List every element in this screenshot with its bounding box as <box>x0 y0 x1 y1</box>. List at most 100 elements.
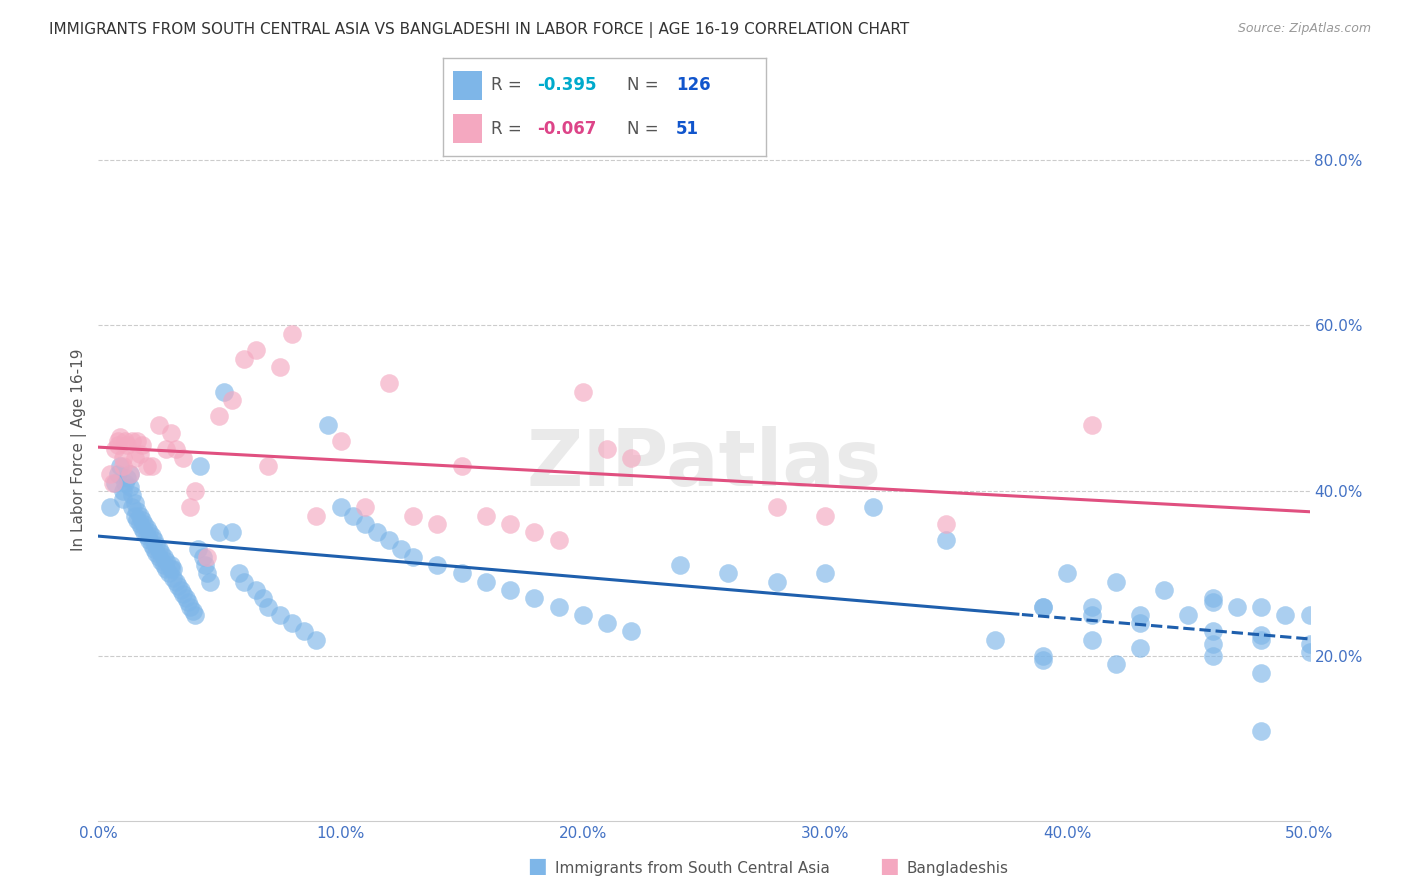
Point <box>135 529 157 543</box>
Point <box>547 533 569 548</box>
Point <box>172 587 194 601</box>
Point <box>402 549 425 564</box>
Point <box>160 425 183 440</box>
Point <box>1201 624 1223 639</box>
Point <box>124 496 146 510</box>
Point <box>141 529 163 543</box>
Point <box>141 458 163 473</box>
Point <box>245 343 267 358</box>
Point <box>100 500 122 515</box>
Point <box>305 508 328 523</box>
Point <box>121 500 143 515</box>
Point <box>131 521 153 535</box>
Point <box>157 566 180 581</box>
Point <box>983 632 1005 647</box>
Point <box>426 558 449 573</box>
Point <box>111 450 134 465</box>
Point <box>187 541 209 556</box>
Point <box>127 513 149 527</box>
Point <box>717 566 740 581</box>
Text: 51: 51 <box>676 120 699 137</box>
Point <box>127 434 149 449</box>
Point <box>318 417 340 432</box>
Point <box>292 624 315 639</box>
Point <box>195 566 218 581</box>
Point <box>181 604 204 618</box>
Point <box>1056 566 1078 581</box>
Point <box>765 500 787 515</box>
Point <box>378 533 401 548</box>
Point <box>257 599 280 614</box>
Text: ■: ■ <box>879 856 898 876</box>
Point <box>366 525 388 540</box>
Point <box>117 438 139 452</box>
Point <box>107 467 129 482</box>
Point <box>152 558 174 573</box>
Point <box>128 447 150 461</box>
Point <box>148 541 170 556</box>
Point <box>475 508 498 523</box>
Point <box>179 500 201 515</box>
Point <box>353 500 375 515</box>
Point <box>162 571 184 585</box>
Point <box>148 417 170 432</box>
Point <box>1129 615 1152 630</box>
Text: N =: N = <box>627 77 664 95</box>
Point <box>426 516 449 531</box>
Point <box>1080 417 1102 432</box>
Point <box>124 508 146 523</box>
Point <box>620 450 643 465</box>
Point <box>596 442 619 457</box>
Point <box>131 438 153 452</box>
Point <box>269 607 291 622</box>
Point <box>450 566 472 581</box>
Point <box>620 624 643 639</box>
Bar <box>453 114 482 144</box>
Point <box>221 392 243 407</box>
Point <box>1032 649 1054 664</box>
Point <box>101 475 124 490</box>
Point <box>329 434 352 449</box>
Point <box>1250 599 1272 614</box>
Point <box>1080 607 1102 622</box>
Point <box>1250 628 1272 642</box>
Point <box>1201 637 1223 651</box>
Point <box>104 475 127 490</box>
Point <box>195 549 218 564</box>
Point <box>111 491 134 506</box>
Point <box>1250 723 1272 738</box>
Point <box>1080 632 1102 647</box>
Point <box>208 409 231 424</box>
Point <box>1105 574 1128 589</box>
Text: ■: ■ <box>527 856 547 876</box>
Point <box>572 384 595 399</box>
Text: R =: R = <box>492 120 527 137</box>
Point <box>167 579 190 593</box>
Point <box>179 599 201 614</box>
Point <box>765 574 787 589</box>
Bar <box>453 70 482 100</box>
Point <box>269 359 291 374</box>
Point <box>160 558 183 573</box>
Point <box>523 591 546 606</box>
Point <box>475 574 498 589</box>
Point <box>1250 632 1272 647</box>
Point <box>191 549 214 564</box>
Point <box>1129 640 1152 655</box>
Point <box>145 537 167 551</box>
Point <box>329 500 352 515</box>
Point <box>121 434 143 449</box>
Point <box>1226 599 1249 614</box>
Point <box>141 537 163 551</box>
Point <box>499 582 522 597</box>
Point <box>1080 599 1102 614</box>
Point <box>152 549 174 564</box>
Point <box>935 533 957 548</box>
Point <box>814 566 837 581</box>
Point <box>523 525 546 540</box>
Point <box>108 430 131 444</box>
Point <box>124 450 146 465</box>
Point <box>148 549 170 564</box>
Point <box>814 508 837 523</box>
Point <box>214 384 236 399</box>
